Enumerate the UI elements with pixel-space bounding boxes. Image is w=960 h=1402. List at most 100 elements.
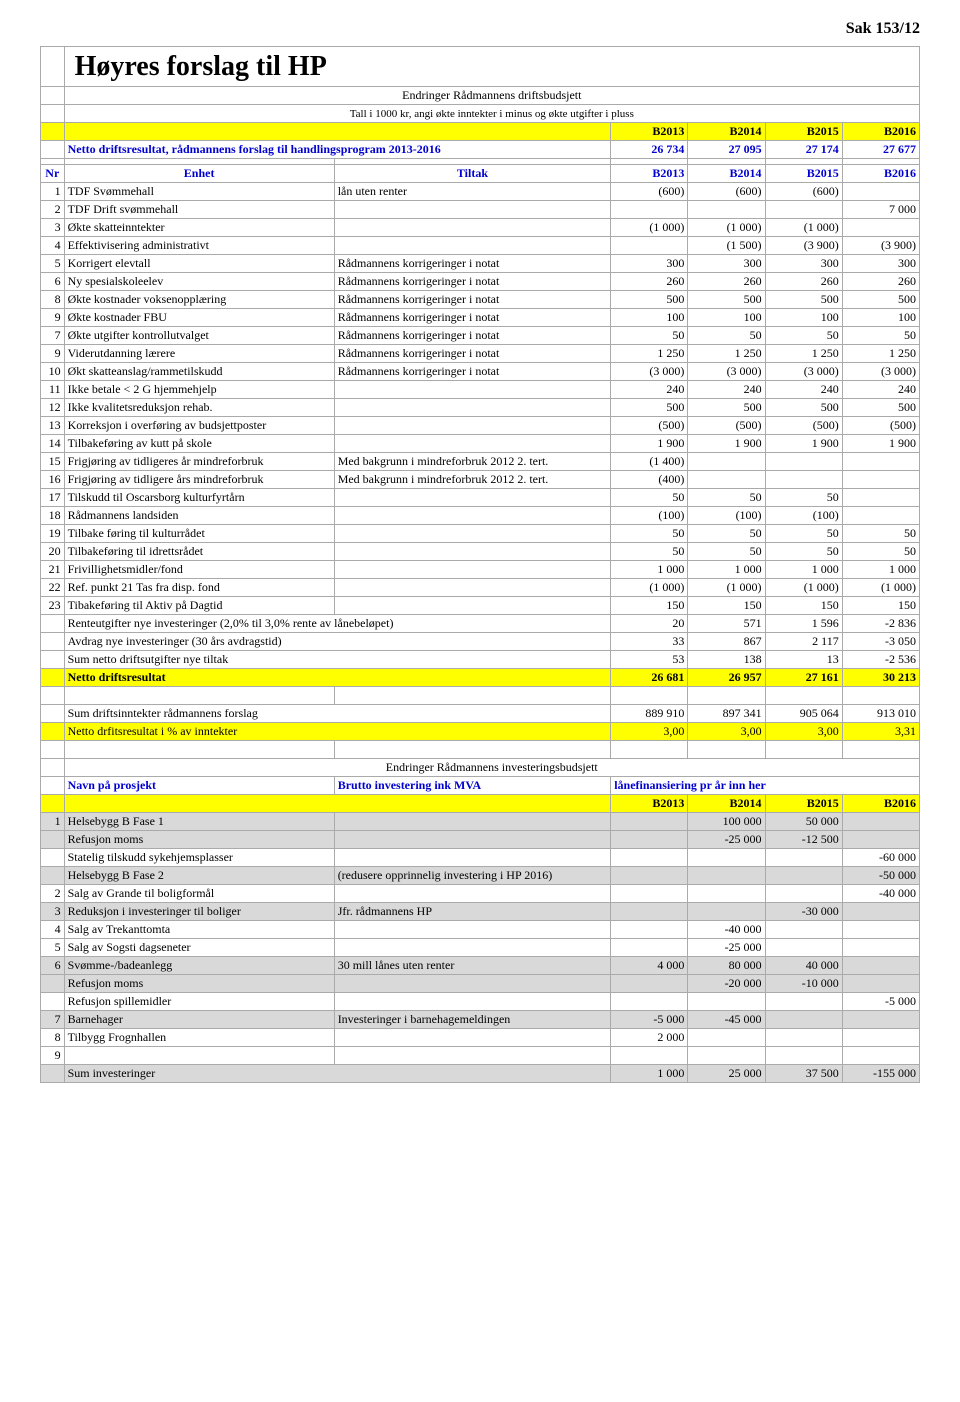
row-value (765, 201, 842, 219)
row-value: 50 (688, 543, 765, 561)
netto-drift-label: Netto driftsresultat (64, 669, 611, 687)
inv-value (611, 885, 688, 903)
inv-tiltak: Jfr. rådmannens HP (334, 903, 611, 921)
inv-value: -40 000 (842, 885, 919, 903)
inv-value (611, 939, 688, 957)
inv-value (611, 921, 688, 939)
row-tiltak (334, 489, 611, 507)
row-value: 300 (842, 255, 919, 273)
row-value: 500 (611, 291, 688, 309)
row-nr: 19 (41, 525, 65, 543)
calc-value: 1 596 (765, 615, 842, 633)
row-value (611, 201, 688, 219)
row-enhet: Frigjøring av tidligere års mindreforbru… (64, 471, 334, 489)
netto-value: 27 677 (842, 141, 919, 159)
row-value: 1 250 (688, 345, 765, 363)
row-enhet: Tibakeføring til Aktiv på Dagtid (64, 597, 334, 615)
inv-value: -45 000 (688, 1011, 765, 1029)
inv-value (842, 975, 919, 993)
inv-value: -50 000 (842, 867, 919, 885)
row-enhet: Økte kostnader FBU (64, 309, 334, 327)
inv-enhet: Helsebygg B Fase 1 (64, 813, 334, 831)
inv-value (765, 867, 842, 885)
row-value: 100 (765, 309, 842, 327)
row-value: (500) (611, 417, 688, 435)
row-value: 500 (611, 399, 688, 417)
row-value: (100) (688, 507, 765, 525)
inv-value (765, 1011, 842, 1029)
invest-col2: Brutto investering ink MVA (334, 777, 611, 795)
inv-tiltak (334, 849, 611, 867)
row-value: 260 (765, 273, 842, 291)
row-value: 240 (842, 381, 919, 399)
row-value (842, 219, 919, 237)
inv-nr: 8 (41, 1029, 65, 1047)
inv-value (765, 1047, 842, 1065)
inv-value: -25 000 (688, 939, 765, 957)
row-value: (500) (765, 417, 842, 435)
row-value (688, 201, 765, 219)
row-value: 1 250 (765, 345, 842, 363)
row-value: 240 (688, 381, 765, 399)
row-nr: 8 (41, 291, 65, 309)
inv-enhet: Refusjon spillemidler (64, 993, 334, 1011)
row-value: 500 (765, 291, 842, 309)
calc-value: 867 (688, 633, 765, 651)
row-value: (3 900) (842, 237, 919, 255)
row-value: 260 (842, 273, 919, 291)
row-enhet: Økte kostnader voksenopplæring (64, 291, 334, 309)
row-enhet: TDF Svømmehall (64, 183, 334, 201)
inv-nr (41, 975, 65, 993)
inv-nr: 3 (41, 903, 65, 921)
inv-value (842, 831, 919, 849)
inv-tiltak (334, 939, 611, 957)
row-nr: 16 (41, 471, 65, 489)
row-value: 1 000 (765, 561, 842, 579)
row-value (688, 471, 765, 489)
row-nr: 17 (41, 489, 65, 507)
year-header: B2016 (842, 123, 919, 141)
row-nr: 15 (41, 453, 65, 471)
calc-value: 571 (688, 615, 765, 633)
row-tiltak (334, 507, 611, 525)
calc-label: Renteutgifter nye investeringer (2,0% ti… (64, 615, 611, 633)
row-nr: 4 (41, 237, 65, 255)
inv-value (688, 867, 765, 885)
row-value: 100 (842, 309, 919, 327)
inv-value (688, 903, 765, 921)
row-value: 1 000 (611, 561, 688, 579)
row-value: 150 (842, 597, 919, 615)
row-tiltak: Rådmannens korrigeringer i notat (334, 309, 611, 327)
row-value: 50 (765, 543, 842, 561)
inv-value (611, 993, 688, 1011)
inv-value: 50 000 (765, 813, 842, 831)
row-nr: 23 (41, 597, 65, 615)
row-value: (100) (765, 507, 842, 525)
row-value: 1 250 (842, 345, 919, 363)
row-value (842, 507, 919, 525)
sum-drifts-label: Sum driftsinntekter rådmannens forslag (64, 705, 611, 723)
inv-nr (41, 831, 65, 849)
inv-value: -25 000 (688, 831, 765, 849)
col-enhet: Enhet (64, 165, 334, 183)
inv-value (611, 849, 688, 867)
row-value: (3 000) (611, 363, 688, 381)
row-value: 50 (765, 489, 842, 507)
row-tiltak (334, 237, 611, 255)
inv-enhet: Barnehager (64, 1011, 334, 1029)
row-value: (3 900) (765, 237, 842, 255)
calc-value: 2 117 (765, 633, 842, 651)
invest-year: B2016 (842, 795, 919, 813)
col-year: B2013 (611, 165, 688, 183)
row-value: 500 (765, 399, 842, 417)
inv-value: 100 000 (688, 813, 765, 831)
inv-value: -10 000 (765, 975, 842, 993)
row-value: 300 (611, 255, 688, 273)
inv-tiltak (334, 885, 611, 903)
netto-pct-value: 3,31 (842, 723, 919, 741)
inv-enhet: Salg av Trekanttomta (64, 921, 334, 939)
row-value: (1 400) (611, 453, 688, 471)
inv-value: 80 000 (688, 957, 765, 975)
row-enhet: Ref. punkt 21 Tas fra disp. fond (64, 579, 334, 597)
inv-tiltak (334, 1047, 611, 1065)
